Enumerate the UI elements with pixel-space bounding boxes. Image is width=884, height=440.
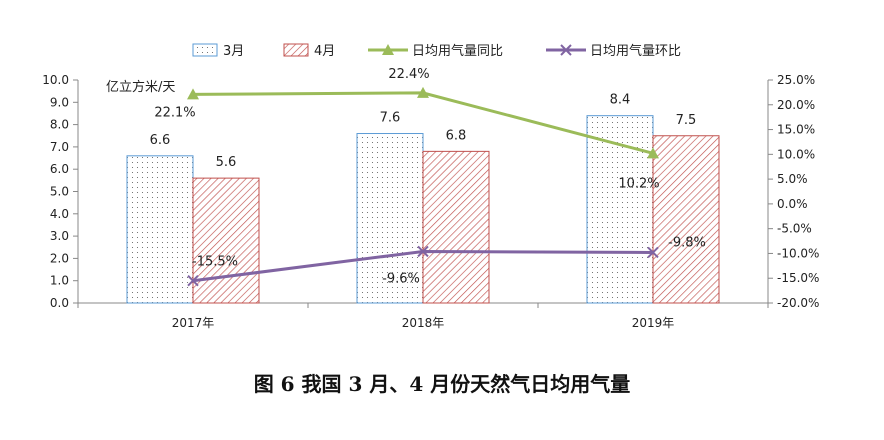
yoy-point-marker	[417, 86, 429, 98]
yoy-value-label: 22.1%	[154, 105, 195, 120]
y-left-tick-label: 3.0	[50, 229, 69, 243]
bar-march	[126, 155, 194, 304]
y-right-tick-label: 10.0%	[777, 147, 815, 161]
y-left-tick-label: 1.0	[50, 274, 69, 288]
y-left-tick-label: 5.0	[50, 185, 69, 199]
lines	[187, 86, 659, 287]
legend-swatch-march	[192, 43, 218, 57]
y-right-tick-label: -15.0%	[777, 271, 819, 285]
y-right-tick-label: 25.0%	[777, 73, 815, 87]
legend-label: 日均用气量同比	[412, 43, 503, 59]
bar-march	[356, 133, 424, 304]
yoy-value-label: 22.4%	[388, 67, 429, 82]
y-right-tick-label: -10.0%	[777, 246, 819, 260]
y-left-tick-label: 6.0	[50, 162, 69, 176]
mom-point-marker	[187, 274, 199, 287]
data-labels: 6.6 5.6 7.6 6.8 8.4 7.5 22.1% 22.4% 10.2% -15.5% -…	[150, 67, 706, 287]
y-right-tick-label: -20.0%	[777, 296, 819, 310]
bar-april	[192, 177, 260, 304]
bar-march-value-label: 7.6	[380, 111, 401, 126]
y-right-tick-label: 20.0%	[777, 98, 815, 112]
yoy-point-marker	[187, 88, 199, 100]
bar-march-value-label: 6.6	[150, 133, 171, 148]
axes: 0.0 1.0 2.0 3.0 4.0 5.0 6.0 7.0 8.0 9.0 10.0 -20.0%…	[42, 73, 819, 330]
bars	[126, 115, 720, 304]
mom-point-marker	[417, 245, 429, 258]
bar-april	[652, 135, 720, 304]
legend-x-marker	[560, 44, 572, 56]
y-left-tick-label: 9.0	[50, 95, 69, 109]
legend-label: 日均用气量环比	[590, 43, 681, 59]
y-right-tick-label: 0.0%	[777, 197, 808, 211]
y-left-tick-label: 8.0	[50, 118, 69, 132]
mom-value-label: -9.8%	[668, 235, 706, 250]
y-left-tick-label: 10.0	[42, 73, 69, 87]
bar-april-value-label: 5.6	[216, 155, 237, 170]
y-left-tick-label: 7.0	[50, 140, 69, 154]
mom-point-marker	[647, 246, 659, 259]
x-tick-label: 2018年	[402, 316, 445, 330]
yoy-value-label: 10.2%	[618, 176, 659, 191]
bar-april-value-label: 6.8	[446, 128, 467, 143]
legend-triangle-marker	[382, 44, 394, 55]
y-left-tick-label: 4.0	[50, 207, 69, 221]
legend-swatch-april	[283, 43, 309, 57]
legend-label: 3月	[223, 44, 244, 59]
bar-april-value-label: 7.5	[676, 113, 697, 128]
yoy-point-marker	[647, 147, 659, 159]
figure-caption: 图 6 我国 3 月、4 月份天然气日均用气量	[253, 372, 631, 396]
mom-value-label: -15.5%	[192, 255, 238, 270]
bar-march	[586, 115, 654, 304]
y-left-tick-label: 0.0	[50, 296, 69, 310]
chart: 3月 4月 日均用气量同比 日均用气量环比 0.0 1.0 2.0 3.0 4.0 5.0 6.0…	[42, 43, 819, 330]
y-left-tick-label: 2.0	[50, 251, 69, 265]
legend-label: 4月	[314, 44, 335, 59]
legend: 3月 4月 日均用气量同比 日均用气量环比	[192, 43, 681, 59]
mom-value-label: -9.6%	[382, 271, 420, 286]
bar-april	[422, 150, 490, 304]
x-tick-label: 2017年	[172, 316, 215, 330]
y-axis-unit-label: 亿立方米/天	[106, 79, 175, 95]
x-tick-label: 2019年	[632, 316, 675, 330]
bar-march-value-label: 8.4	[610, 93, 631, 108]
y-right-tick-label: 5.0%	[777, 172, 808, 186]
y-right-tick-label: -5.0%	[777, 222, 812, 236]
y-right-tick-label: 15.0%	[777, 123, 815, 137]
